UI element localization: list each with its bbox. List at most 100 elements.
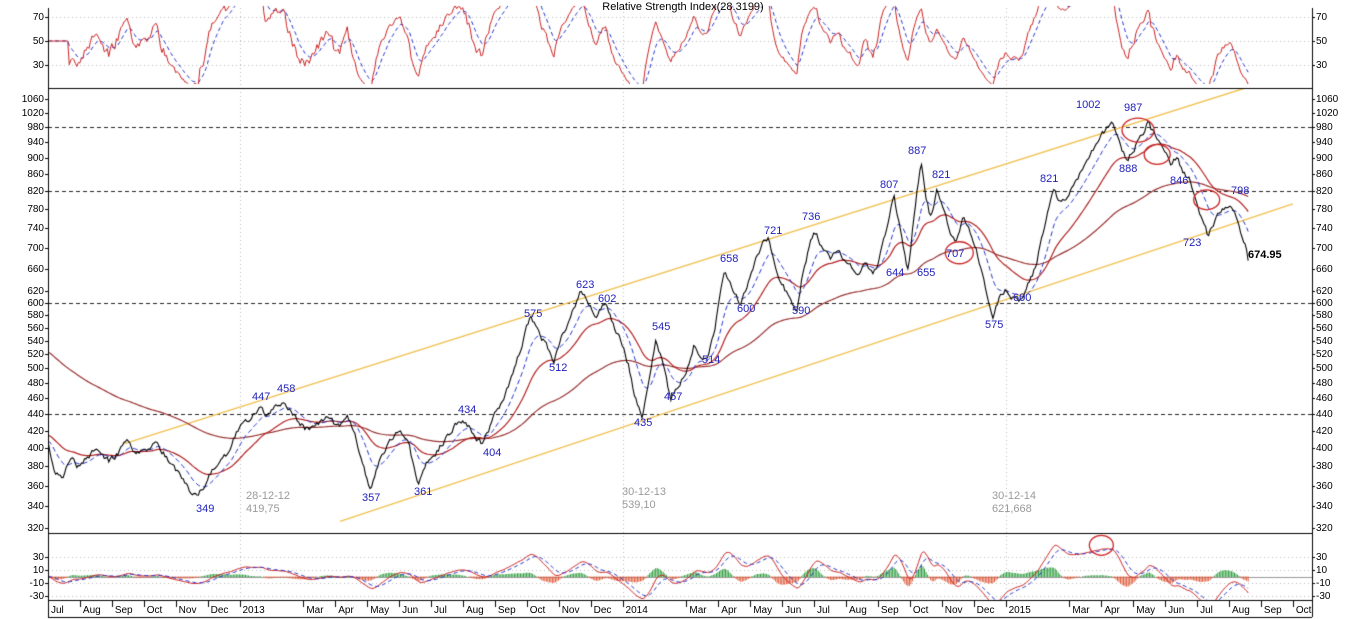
main-y-axis-label-left: 500 [27,363,44,375]
macd-y-axis-label-right: 30 [1316,552,1328,563]
x-axis-month-label: Jul [1200,605,1213,616]
price-swing-label: 723 [1183,237,1202,249]
macd-y-axis-label-left: 10 [32,565,44,576]
main-y-axis-label-left: 360 [27,480,44,492]
x-axis-month-label: Jun [1168,605,1185,616]
price-swing-label: 349 [196,503,215,515]
x-axis-month-label: Dec [593,605,612,616]
x-axis-month-label: Nov [944,605,963,616]
main-y-axis-label-left: 600 [27,297,44,309]
main-y-axis-label-right: 360 [1316,480,1333,492]
macd-y-axis-label-left: -10 [29,578,44,589]
x-axis-month-label: Jun [785,605,802,616]
main-y-axis-label-left: 520 [27,349,44,361]
x-axis-month-label: Aug [465,605,484,616]
x-axis-month-label: Mar [689,605,707,616]
price-swing-label: 357 [362,492,381,504]
x-axis-month-label: Aug [848,605,867,616]
price-swing-label: 602 [598,293,617,305]
x-axis-month-label: Jul [817,605,830,616]
x-axis-month-label: Jul [434,605,447,616]
x-axis-month-label: Jul [51,605,64,616]
x-axis-month-label: Aug [82,605,101,616]
main-y-axis-label-left: 700 [27,242,44,254]
main-y-axis-label-right: 460 [1316,393,1333,404]
main-y-axis-label-right: 940 [1316,137,1333,149]
year-end-note: 28-12-12 419,75 [246,490,291,515]
main-y-axis-label-left: 380 [27,461,44,473]
macd-y-axis-label-left: 30 [32,552,44,563]
price-swing-label: 458 [277,383,296,395]
price-swing-label: 575 [985,319,1004,331]
x-axis-month-label: Nov [178,605,197,616]
x-axis-month-label: Apr [721,605,737,616]
x-axis-month-label: Mar [306,605,324,616]
price-swing-label: 807 [880,179,899,191]
main-y-axis-label-left: 860 [27,168,44,180]
main-y-axis-label-right: 500 [1316,363,1333,375]
main-y-axis-label-left: 560 [27,322,44,334]
x-axis-month-label: Sep [880,605,899,616]
main-y-axis-label-left: 480 [27,377,44,389]
rsi-y-axis-label-right: 70 [1316,12,1328,23]
main-y-axis-label-right: 860 [1316,168,1333,180]
price-swing-label: 707 [946,248,965,260]
price-swing-label: 655 [917,267,936,279]
main-y-axis-label-left: 740 [27,222,44,234]
price-swing-label: 404 [483,447,502,459]
price-swing-label: 512 [549,362,568,374]
price-swing-label: 575 [524,308,543,320]
main-y-axis-label-left: 1060 [21,93,44,105]
main-y-axis-label-left: 420 [27,425,44,437]
price-swing-label: 798 [1231,185,1250,197]
price-swing-label: 736 [802,211,821,223]
main-y-axis-label-left: 400 [27,443,44,455]
main-y-axis-label-right: 600 [1316,297,1333,309]
x-axis-month-label: May [753,605,773,616]
x-axis-month-label: Jun [402,605,419,616]
main-y-axis-label-right: 400 [1316,443,1333,455]
x-axis-month-label: Sep [497,605,516,616]
price-swing-label: 644 [886,267,905,279]
x-axis-month-label: Apr [1104,605,1120,616]
year-end-note: 30-12-13 539,10 [622,486,667,511]
macd-y-axis-label-right: -30 [1316,591,1331,602]
x-axis-month-label: May [1136,605,1156,616]
x-axis-month-label: Mar [1072,605,1090,616]
rsi-y-axis-label-left: 30 [32,60,44,71]
x-axis-month-label: Oct [1295,605,1312,616]
price-swing-label: 721 [764,225,783,237]
main-y-axis-label-right: 560 [1316,322,1333,334]
price-swing-label: 888 [1119,163,1138,175]
main-y-axis-label-right: 420 [1316,425,1333,437]
main-y-axis-label-right: 980 [1316,122,1333,134]
x-axis-month-label: Dec [210,605,229,616]
price-swing-label: 600 [737,303,756,315]
x-axis-month-label: 2013 [242,605,265,616]
x-axis-month-label: May [370,605,390,616]
main-y-axis-label-right: 540 [1316,335,1333,347]
main-y-axis-label-left: 900 [27,152,44,164]
main-y-axis-label-right: 740 [1316,222,1333,234]
main-y-axis-label-right: 900 [1316,152,1333,164]
rsi-y-axis-label-right: 30 [1316,60,1328,71]
price-swing-label: 987 [1124,102,1143,114]
price-swing-label: 361 [414,486,433,498]
macd-y-axis-label-left: -30 [29,591,44,602]
main-y-axis-label-left: 620 [27,286,44,298]
x-axis-month-label: 2015 [1008,605,1031,616]
main-y-axis-label-left: 540 [27,335,44,347]
macd-y-axis-label-right: -10 [1316,578,1331,589]
price-swing-label: 434 [458,404,477,416]
main-y-axis-label-left: 580 [27,309,44,321]
x-axis-month-label: 2014 [625,605,648,616]
main-y-axis-label-left: 820 [27,185,44,197]
x-axis-month-label: Sep [1263,605,1282,616]
price-swing-label: 887 [908,145,927,157]
x-axis-month-label: Oct [912,605,929,616]
macd-y-axis-label-right: 10 [1316,565,1328,576]
price-swing-label: 846 [1170,175,1189,187]
year-end-note: 30-12-14 621,668 [992,490,1037,515]
